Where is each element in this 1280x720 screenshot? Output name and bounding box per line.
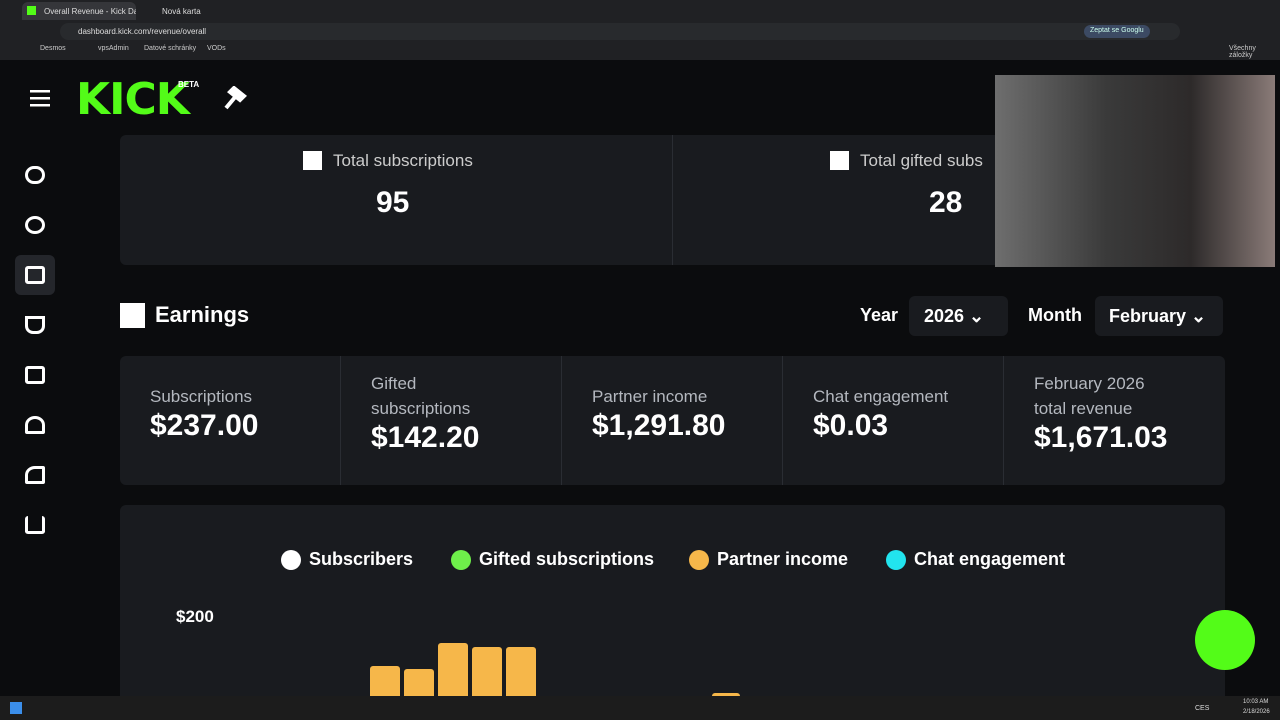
legend-item[interactable]: Chat engagement bbox=[886, 549, 1065, 570]
stat-label: February 2026 total revenue bbox=[1034, 374, 1145, 418]
stat-value: $1,671.03 bbox=[1034, 421, 1168, 454]
bookmark[interactable]: Desmos bbox=[40, 45, 66, 52]
bar bbox=[506, 647, 536, 696]
sidebar-icon[interactable] bbox=[25, 266, 45, 284]
chart-icon bbox=[830, 151, 849, 170]
total-label: Total gifted subs bbox=[860, 151, 983, 170]
year-dropdown[interactable]: 2026 ⌄ bbox=[909, 296, 1008, 336]
sidebar-icon[interactable] bbox=[25, 416, 45, 434]
hammer-icon[interactable] bbox=[224, 86, 250, 110]
menu-icon[interactable] bbox=[30, 88, 52, 108]
stat: Subscriptions $237.00 bbox=[120, 356, 341, 485]
stat: Gifted subscriptions $142.20 bbox=[341, 356, 562, 485]
sidebar-icon[interactable] bbox=[25, 216, 45, 234]
month-label: Month bbox=[1028, 305, 1082, 325]
clock-time: 10:03 AM bbox=[1243, 699, 1269, 705]
bar bbox=[370, 666, 400, 696]
total-label: Total subscriptions bbox=[333, 151, 473, 170]
month-value: February bbox=[1109, 306, 1187, 326]
stat: February 2026 total revenue $1,671.03 bbox=[1004, 356, 1225, 485]
tab[interactable]: Nová karta bbox=[162, 7, 201, 16]
stat-label: Gifted subscriptions bbox=[371, 374, 471, 418]
stat-label: Chat engagement bbox=[813, 387, 949, 406]
y-tick-label: $200 bbox=[176, 607, 214, 626]
all-bookmarks[interactable]: Všechny záložky bbox=[1229, 45, 1256, 59]
logo[interactable]: KICK bbox=[76, 74, 190, 125]
total-value: 28 bbox=[929, 186, 963, 219]
start-button[interactable] bbox=[10, 702, 22, 714]
legend-item[interactable]: Partner income bbox=[689, 549, 848, 570]
beta-badge: BETA bbox=[178, 80, 200, 89]
stat-value: $0.03 bbox=[813, 409, 889, 442]
stat: Partner income $1,291.80 bbox=[562, 356, 783, 485]
divider bbox=[672, 135, 673, 265]
sidebar-icon[interactable] bbox=[25, 466, 45, 484]
bookmark[interactable]: vpsAdmin bbox=[98, 45, 129, 52]
sidebar-active bbox=[15, 255, 55, 295]
legend-label: Partner income bbox=[717, 549, 849, 569]
ask-google[interactable]: Zeptat se Googlu bbox=[1084, 25, 1150, 38]
help-button[interactable] bbox=[1195, 610, 1255, 670]
earnings-icon bbox=[120, 303, 145, 328]
legend-label: Gifted subscriptions bbox=[479, 549, 655, 569]
stat-label: Partner income bbox=[592, 387, 708, 406]
legend-label: Chat engagement bbox=[914, 549, 1066, 569]
month-dropdown[interactable]: February ⌄ bbox=[1095, 296, 1223, 336]
clock-date: 2/18/2026 bbox=[1243, 709, 1270, 715]
bar bbox=[712, 693, 740, 696]
bar bbox=[472, 647, 502, 696]
stats-card bbox=[120, 356, 1225, 485]
year-value: 2026 bbox=[924, 306, 965, 326]
sidebar-icon[interactable] bbox=[25, 516, 45, 534]
stat-value: $237.00 bbox=[150, 409, 259, 442]
bookmark[interactable]: VODs bbox=[207, 45, 226, 52]
year-label: Year bbox=[860, 305, 899, 325]
earnings-title: Earnings bbox=[155, 302, 250, 327]
sidebar-icon[interactable] bbox=[25, 166, 45, 184]
legend-item[interactable]: Subscribers bbox=[281, 549, 413, 570]
address-bar[interactable] bbox=[60, 23, 1180, 40]
legend-label: Subscribers bbox=[309, 549, 414, 569]
url: dashboard.kick.com/revenue/overall bbox=[78, 27, 207, 36]
stat-value: $142.20 bbox=[371, 421, 480, 454]
sidebar-icon[interactable] bbox=[25, 366, 45, 384]
tab[interactable]: Overall Revenue - Kick Dashbo bbox=[22, 2, 136, 20]
total-value: 95 bbox=[376, 186, 410, 219]
input-language[interactable]: CES bbox=[1195, 705, 1210, 712]
webcam-overlay bbox=[995, 75, 1275, 267]
stat-label: Subscriptions bbox=[150, 387, 253, 406]
stat: Chat engagement $0.03 bbox=[783, 356, 1004, 485]
sidebar-icon[interactable] bbox=[25, 316, 45, 334]
bar bbox=[404, 669, 434, 696]
stat-value: $1,291.80 bbox=[592, 409, 726, 442]
chart-card bbox=[120, 505, 1225, 705]
legend-item[interactable]: Gifted subscriptions bbox=[451, 549, 654, 570]
chart-icon bbox=[303, 151, 322, 170]
taskbar bbox=[0, 696, 1280, 720]
tab-favicon bbox=[27, 6, 36, 15]
bar bbox=[438, 643, 468, 696]
bookmark[interactable]: Datové schránky bbox=[144, 45, 197, 52]
